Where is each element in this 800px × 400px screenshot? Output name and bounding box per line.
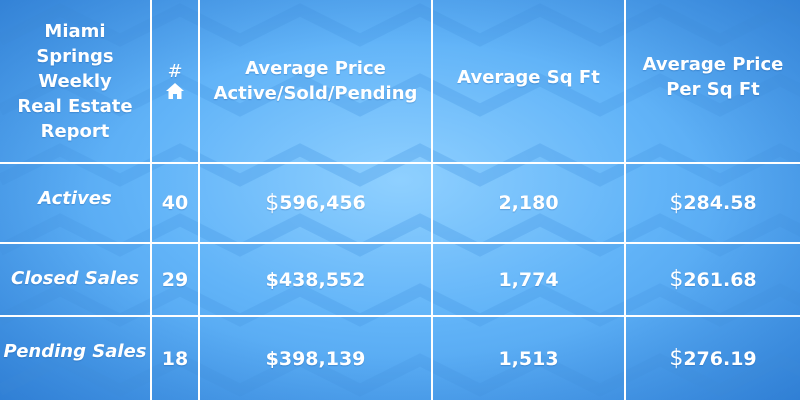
title-line: Weekly (38, 70, 112, 92)
header-avg-sqft: Average Sq Ft (433, 0, 626, 164)
currency-symbol: $ (669, 190, 684, 216)
currency-symbol: $ (669, 267, 684, 292)
title-line: Springs (36, 45, 114, 67)
row-label-pending-sales: Pending Sales (0, 317, 152, 400)
count-closed-sales: 29 (152, 244, 200, 317)
header-line: Active/Sold/Pending (213, 83, 418, 104)
table-title: Miami Springs Weekly Real Estate Report (0, 0, 152, 164)
header-line: Average Price (642, 54, 784, 75)
row-label-actives: Actives (0, 164, 152, 244)
currency-symbol: $ (265, 268, 279, 291)
avg-sqft-actives: 2,180 (433, 164, 626, 244)
value: 284.58 (683, 192, 757, 214)
value: 438,552 (278, 268, 366, 291)
header-line: Per Sq Ft (666, 79, 760, 100)
value: 276.19 (683, 347, 757, 370)
title-line: Report (40, 120, 110, 142)
currency-symbol: $ (265, 190, 280, 216)
value: 596,456 (279, 192, 366, 214)
value: 398,139 (278, 347, 366, 370)
header-count: # (152, 0, 200, 164)
avg-price-pending-sales: $398,139 (200, 317, 433, 400)
avg-price-closed-sales: $438,552 (200, 244, 433, 317)
header-avg-price: Average Price Active/Sold/Pending (200, 0, 433, 164)
row-label-closed-sales: Closed Sales (0, 244, 152, 317)
currency-symbol: $ (669, 346, 684, 371)
house-icon (166, 83, 184, 99)
avg-sqft-pending-sales: 1,513 (433, 317, 626, 400)
header-price-per-sqft: Average Price Per Sq Ft (626, 0, 800, 164)
avg-sqft-closed-sales: 1,774 (433, 244, 626, 317)
count-symbol: # (167, 61, 183, 82)
price-per-sqft-pending-sales: $276.19 (626, 317, 800, 400)
header-line: Average Sq Ft (457, 66, 600, 88)
count-actives: 40 (152, 164, 200, 244)
title-line: Miami (44, 20, 106, 42)
count-pending-sales: 18 (152, 317, 200, 400)
title-line: Real Estate (17, 95, 133, 117)
price-per-sqft-actives: $284.58 (626, 164, 800, 244)
value: 261.68 (683, 268, 757, 291)
header-line: Average Price (245, 58, 386, 79)
avg-price-actives: $596,456 (200, 164, 433, 244)
currency-symbol: $ (265, 347, 279, 370)
price-per-sqft-closed-sales: $261.68 (626, 244, 800, 317)
